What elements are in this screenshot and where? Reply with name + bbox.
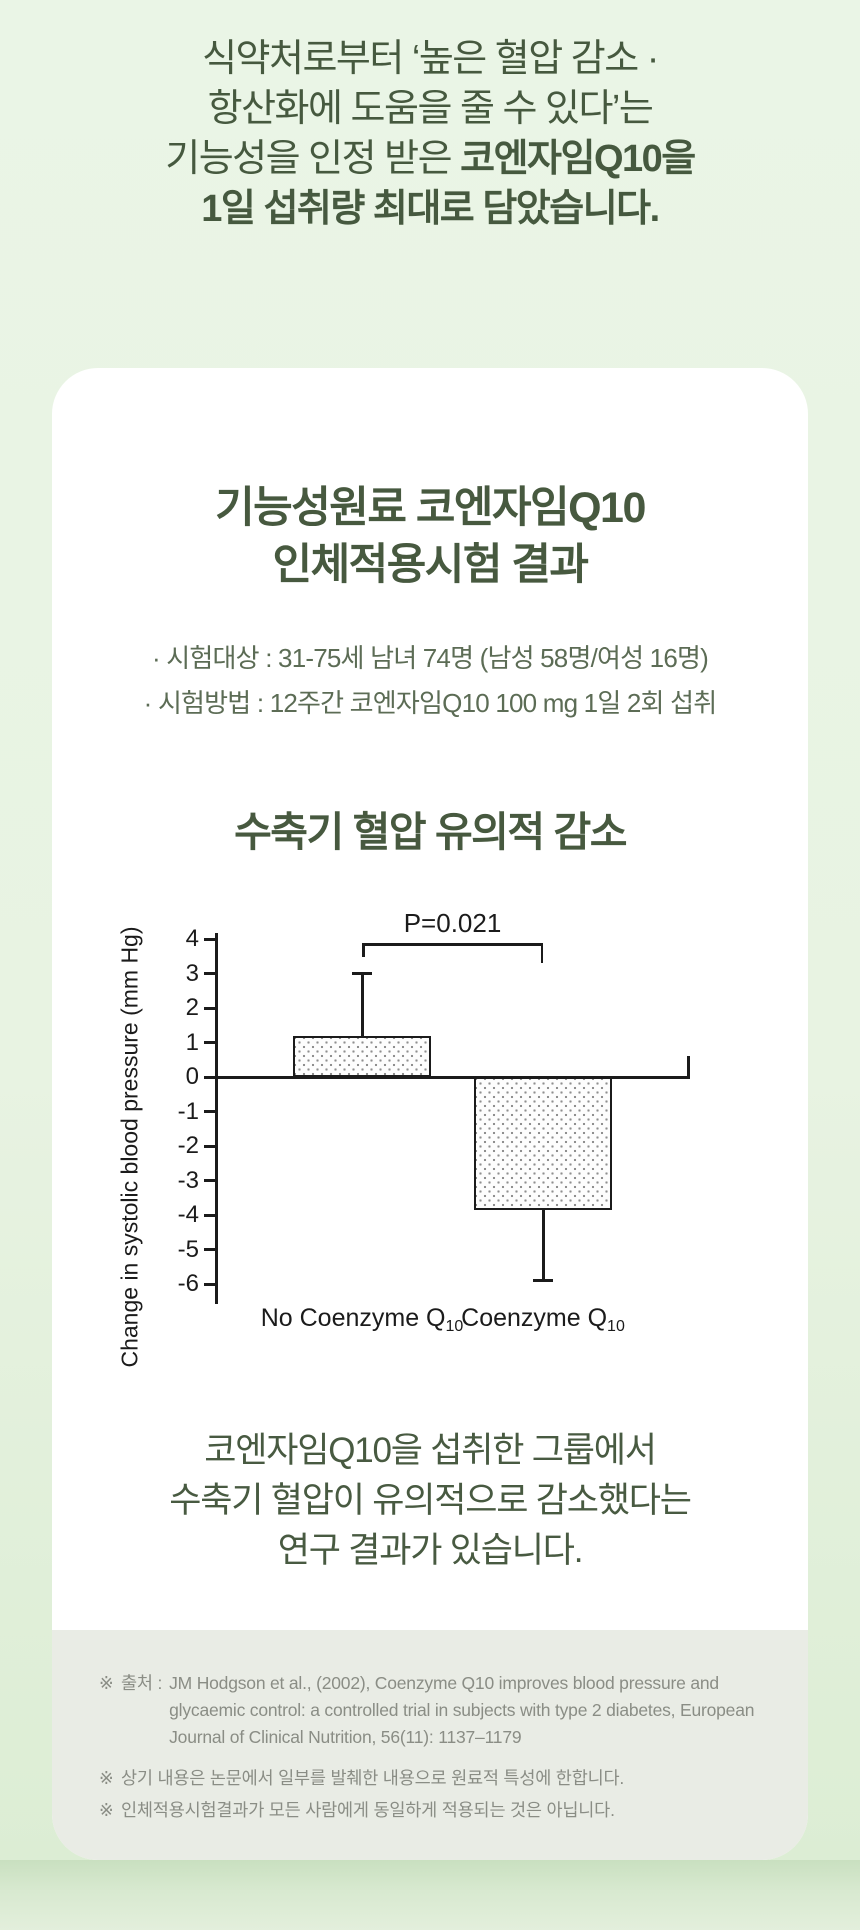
y-tick-label: -1 xyxy=(177,1097,199,1125)
y-tick-label: -3 xyxy=(177,1166,199,1194)
x-axis-end-tick xyxy=(687,1056,690,1077)
study-subjects: · 시험대상 : 31-75세 남녀 74명 (남성 58명/여성 16명) xyxy=(152,643,709,673)
citation-label: 출처 : xyxy=(121,1673,163,1693)
error-bar-cap xyxy=(533,1279,553,1283)
hero-line: 식약처로부터 ‘높은 혈압 감소 · xyxy=(0,34,860,84)
conclusion-text: 코엔자임Q10을 섭취한 그룹에서 수축기 혈압이 유의적으로 감소했다는 연구… xyxy=(52,1426,808,1576)
y-tick-label: 3 xyxy=(185,959,199,987)
p-value-label: P=0.021 xyxy=(403,908,502,938)
y-tick-label: -2 xyxy=(177,1132,199,1159)
hero-line: 기능성을 인정 받은 코엔자임Q10을 xyxy=(0,134,860,184)
y-axis-tick xyxy=(204,1144,215,1148)
reference-mark-icon: ※ xyxy=(99,1800,114,1820)
error-bar-line xyxy=(541,1209,545,1281)
error-bar-cap xyxy=(352,972,372,975)
y-axis-tick xyxy=(204,1213,215,1217)
footnote-text: 상기 내용은 논문에서 일부를 발췌한 내용으로 원료적 특성에 한합니다. xyxy=(121,1768,625,1788)
y-tick-label: -6 xyxy=(177,1270,199,1297)
significance-bracket-tick-left xyxy=(362,943,365,957)
hero-line-text: 항산화에 도움을 줄 수 있다’는 xyxy=(207,88,654,130)
chart-section-title: 수축기 혈압 유의적 감소 xyxy=(234,809,627,855)
hero-line-text: 기능성을 인정 받은 xyxy=(165,138,461,180)
footnotes-section: ※ 출처 : JM Hodgson et al., (2002), Coenzy… xyxy=(52,1630,808,1860)
significance-bracket-tick-right xyxy=(540,943,543,963)
y-axis-tick xyxy=(204,1110,215,1113)
y-axis-tick xyxy=(204,1248,215,1251)
y-axis-tick xyxy=(204,1179,215,1182)
conclusion-line: 코엔자임Q10을 섭취한 그룹에서 xyxy=(204,1431,657,1470)
y-tick-label: -4 xyxy=(177,1201,199,1228)
study-method: · 시험방법 : 12주간 코엔자임Q10 100 mg 1일 2회 섭취 xyxy=(143,688,717,718)
hero-heading: 식약처로부터 ‘높은 혈압 감소 · 항산화에 도움을 줄 수 있다’는 기능성… xyxy=(0,0,860,234)
conclusion-line: 연구 결과가 있습니다. xyxy=(277,1531,584,1570)
y-axis-tick xyxy=(204,972,215,975)
footnote-note: ※ 인체적용시험결과가 모든 사람에게 동일하게 적용되는 것은 아닙니다. xyxy=(99,1797,758,1824)
x-category-label: Coenzyme Q10 xyxy=(461,1304,625,1335)
data-bar xyxy=(474,1077,612,1210)
footnote-text: 인체적용시험결과가 모든 사람에게 동일하게 적용되는 것은 아닙니다. xyxy=(121,1800,615,1820)
error-bar-line xyxy=(360,973,364,1036)
study-details: · 시험대상 : 31-75세 남녀 74명 (남성 58명/여성 16명) ·… xyxy=(52,636,808,726)
hero-line: 항산화에 도움을 줄 수 있다’는 xyxy=(0,84,860,134)
y-axis-line xyxy=(215,933,218,1304)
hero-line-bold: 코엔자임Q10을 xyxy=(460,138,696,180)
y-tick-label: 4 xyxy=(185,925,199,952)
x-axis-line xyxy=(215,1075,690,1079)
hero-line-text: 식약처로부터 ‘높은 혈압 감소 · xyxy=(202,38,659,80)
blood-pressure-chart: 4 3 2 1 0 -1 -2 -3 -4 -5 -6 No Coenzyme Q10 Coenzyme… xyxy=(100,906,760,1367)
conclusion-line: 수축기 혈압이 유의적으로 감소했다는 xyxy=(169,1481,692,1520)
y-axis-tick xyxy=(204,1041,215,1044)
citation-source: ※ 출처 : JM Hodgson et al., (2002), Coenzy… xyxy=(99,1670,758,1751)
y-axis-tick xyxy=(204,1006,215,1010)
card-title-line: 인체적용시험 결과 xyxy=(272,541,589,589)
reference-mark-icon: ※ xyxy=(99,1673,114,1693)
card-title-line: 기능성원료 코엔자임Q10 xyxy=(215,484,646,532)
y-axis-title: Change in systolic blood pressure (mm Hg… xyxy=(116,925,143,1368)
footnote-note: ※ 상기 내용은 논문에서 일부를 발췌한 내용으로 원료적 특성에 한합니다. xyxy=(99,1765,758,1792)
card-title: 기능성원료 코엔자임Q10 인체적용시험 결과 xyxy=(52,480,808,594)
data-bar xyxy=(293,1035,431,1077)
hero-line-bold: 1일 섭취량 최대로 담았습니다. xyxy=(201,188,660,230)
page-bottom-gradient xyxy=(0,1860,860,1930)
y-tick-label: 0 xyxy=(185,1063,199,1090)
significance-bracket xyxy=(362,943,543,946)
y-axis-tick xyxy=(204,937,215,941)
x-category-label: No Coenzyme Q10 xyxy=(260,1304,464,1335)
reference-mark-icon: ※ xyxy=(99,1768,114,1788)
citation-text: JM Hodgson et al., (2002), Coenzyme Q10 … xyxy=(169,1673,755,1747)
y-axis-tick xyxy=(204,1282,215,1286)
y-tick-label: 2 xyxy=(185,994,199,1021)
y-axis-tick xyxy=(204,1075,215,1079)
clinical-trial-card: 기능성원료 코엔자임Q10 인체적용시험 결과 · 시험대상 : 31-75세 … xyxy=(52,368,808,1860)
y-tick-label: 1 xyxy=(185,1028,199,1056)
hero-line: 1일 섭취량 최대로 담았습니다. xyxy=(0,184,860,234)
y-tick-label: -5 xyxy=(177,1235,199,1263)
